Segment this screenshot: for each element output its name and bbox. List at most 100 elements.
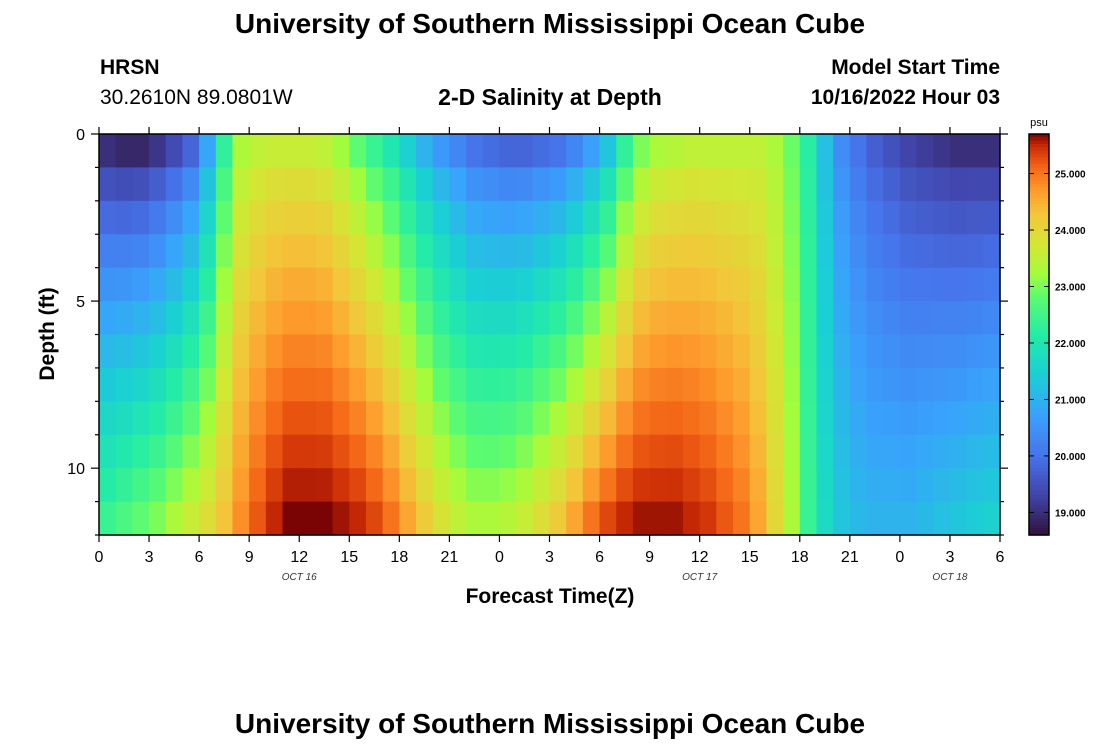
heatmap-cell [482, 401, 501, 436]
y-axis: 0 5 10 [67, 127, 1008, 536]
heatmap-cell [866, 501, 884, 536]
heatmap-cell [482, 334, 501, 369]
heatmap-cell [99, 267, 117, 302]
colorbar-segment [1029, 411, 1049, 416]
heatmap-cell [599, 334, 617, 369]
colorbar-segment [1029, 254, 1049, 259]
heatmap-cell [516, 334, 534, 369]
heatmap-cell [949, 334, 968, 369]
x-tick-label: 15 [741, 549, 759, 566]
heatmap-cell [499, 334, 517, 369]
heatmap-cell [632, 234, 651, 269]
heatmap-cell [682, 167, 701, 202]
heatmap-cell [115, 434, 133, 469]
heatmap-cell [616, 501, 634, 536]
heatmap-cell [299, 267, 317, 302]
heatmap-cell [983, 200, 1001, 235]
heatmap-cell [983, 434, 1001, 469]
heatmap-cell [265, 267, 284, 302]
heatmap-cell [99, 234, 117, 269]
heatmap-cell [265, 301, 284, 336]
heatmap-cell [682, 301, 701, 336]
heatmap-cell [315, 434, 334, 469]
colorbar-segment [1029, 234, 1049, 239]
colorbar-segment [1029, 147, 1049, 152]
heatmap-cell [332, 367, 350, 402]
heatmap-cell [582, 301, 601, 336]
heatmap-cell [165, 267, 184, 302]
y-tick-label: 10 [67, 461, 85, 478]
heatmap-cell [165, 334, 184, 369]
colorbar-segment [1029, 451, 1049, 456]
heatmap-cell [432, 401, 450, 436]
heatmap-cell [833, 167, 851, 202]
colorbar-segment [1029, 418, 1049, 422]
colorbar-segment [1029, 421, 1049, 426]
colorbar-segment [1029, 438, 1049, 443]
heatmap-cell [966, 501, 984, 536]
heatmap-cell [182, 401, 200, 436]
colorbar-segment [1029, 311, 1049, 316]
heatmap-cell [582, 334, 601, 369]
heatmap-cell [749, 334, 768, 369]
heatmap-cell [849, 234, 868, 269]
heatmap-cell [649, 301, 667, 336]
heatmap-cell [282, 501, 300, 536]
heatmap-cell [466, 501, 484, 536]
heatmap-cell [899, 234, 918, 269]
heatmap-cell [399, 334, 417, 369]
footer-title: University of Southern Mississippi Ocean… [234, 708, 866, 739]
heatmap-cell [532, 334, 551, 369]
heatmap-cell [549, 401, 567, 436]
heatmap-cell [849, 468, 868, 503]
colorbar-segment [1029, 327, 1049, 332]
heatmap-cell [449, 334, 467, 369]
heatmap-cell [265, 234, 284, 269]
heatmap-cell [349, 501, 367, 536]
heatmap-cell [649, 434, 667, 469]
heatmap-cell [365, 200, 384, 235]
heatmap-cell [532, 434, 551, 469]
heatmap-cell [232, 434, 250, 469]
heatmap-cell [416, 434, 434, 469]
heatmap-cell [482, 301, 501, 336]
heatmap-cell [532, 367, 551, 402]
heatmap-cell [115, 301, 133, 336]
colorbar-segment [1029, 277, 1049, 282]
colorbar-segment [1029, 177, 1049, 182]
heatmap-cell [416, 234, 434, 269]
heatmap-cell [582, 367, 601, 402]
heatmap-cell [149, 200, 167, 235]
colorbar-segment [1029, 367, 1049, 372]
heatmap-cell [899, 200, 918, 235]
heatmap-cell [466, 367, 484, 402]
heatmap-cell [799, 434, 818, 469]
heatmap-cell [382, 234, 400, 269]
colorbar-segment [1029, 144, 1049, 148]
heatmap-cell [866, 301, 884, 336]
colorbar-segment [1029, 478, 1049, 483]
heatmap-cell [966, 134, 984, 169]
heatmap-cell [566, 501, 584, 536]
heatmap-cell [749, 301, 768, 336]
heatmap-cell [666, 367, 684, 402]
x-tick-label: 12 [691, 549, 709, 566]
heatmap-cell [966, 200, 984, 235]
colorbar-segment [1029, 297, 1049, 302]
heatmap-cell [949, 468, 968, 503]
heatmap-cell [616, 367, 634, 402]
heatmap-cell [315, 134, 334, 169]
heatmap-cell [215, 167, 234, 202]
heatmap-cell [299, 167, 317, 202]
heatmap-cell [916, 434, 934, 469]
heatmap-cell [733, 301, 751, 336]
heatmap-cell [849, 301, 868, 336]
heatmap-cell [482, 434, 501, 469]
heatmap-cell [466, 267, 484, 302]
heatmap-cell [532, 200, 551, 235]
heatmap-cell [165, 501, 184, 536]
heatmap-cell [849, 401, 868, 436]
heatmap-cell [99, 468, 117, 503]
colorbar-segment [1029, 491, 1049, 496]
heatmap-cell [733, 501, 751, 536]
